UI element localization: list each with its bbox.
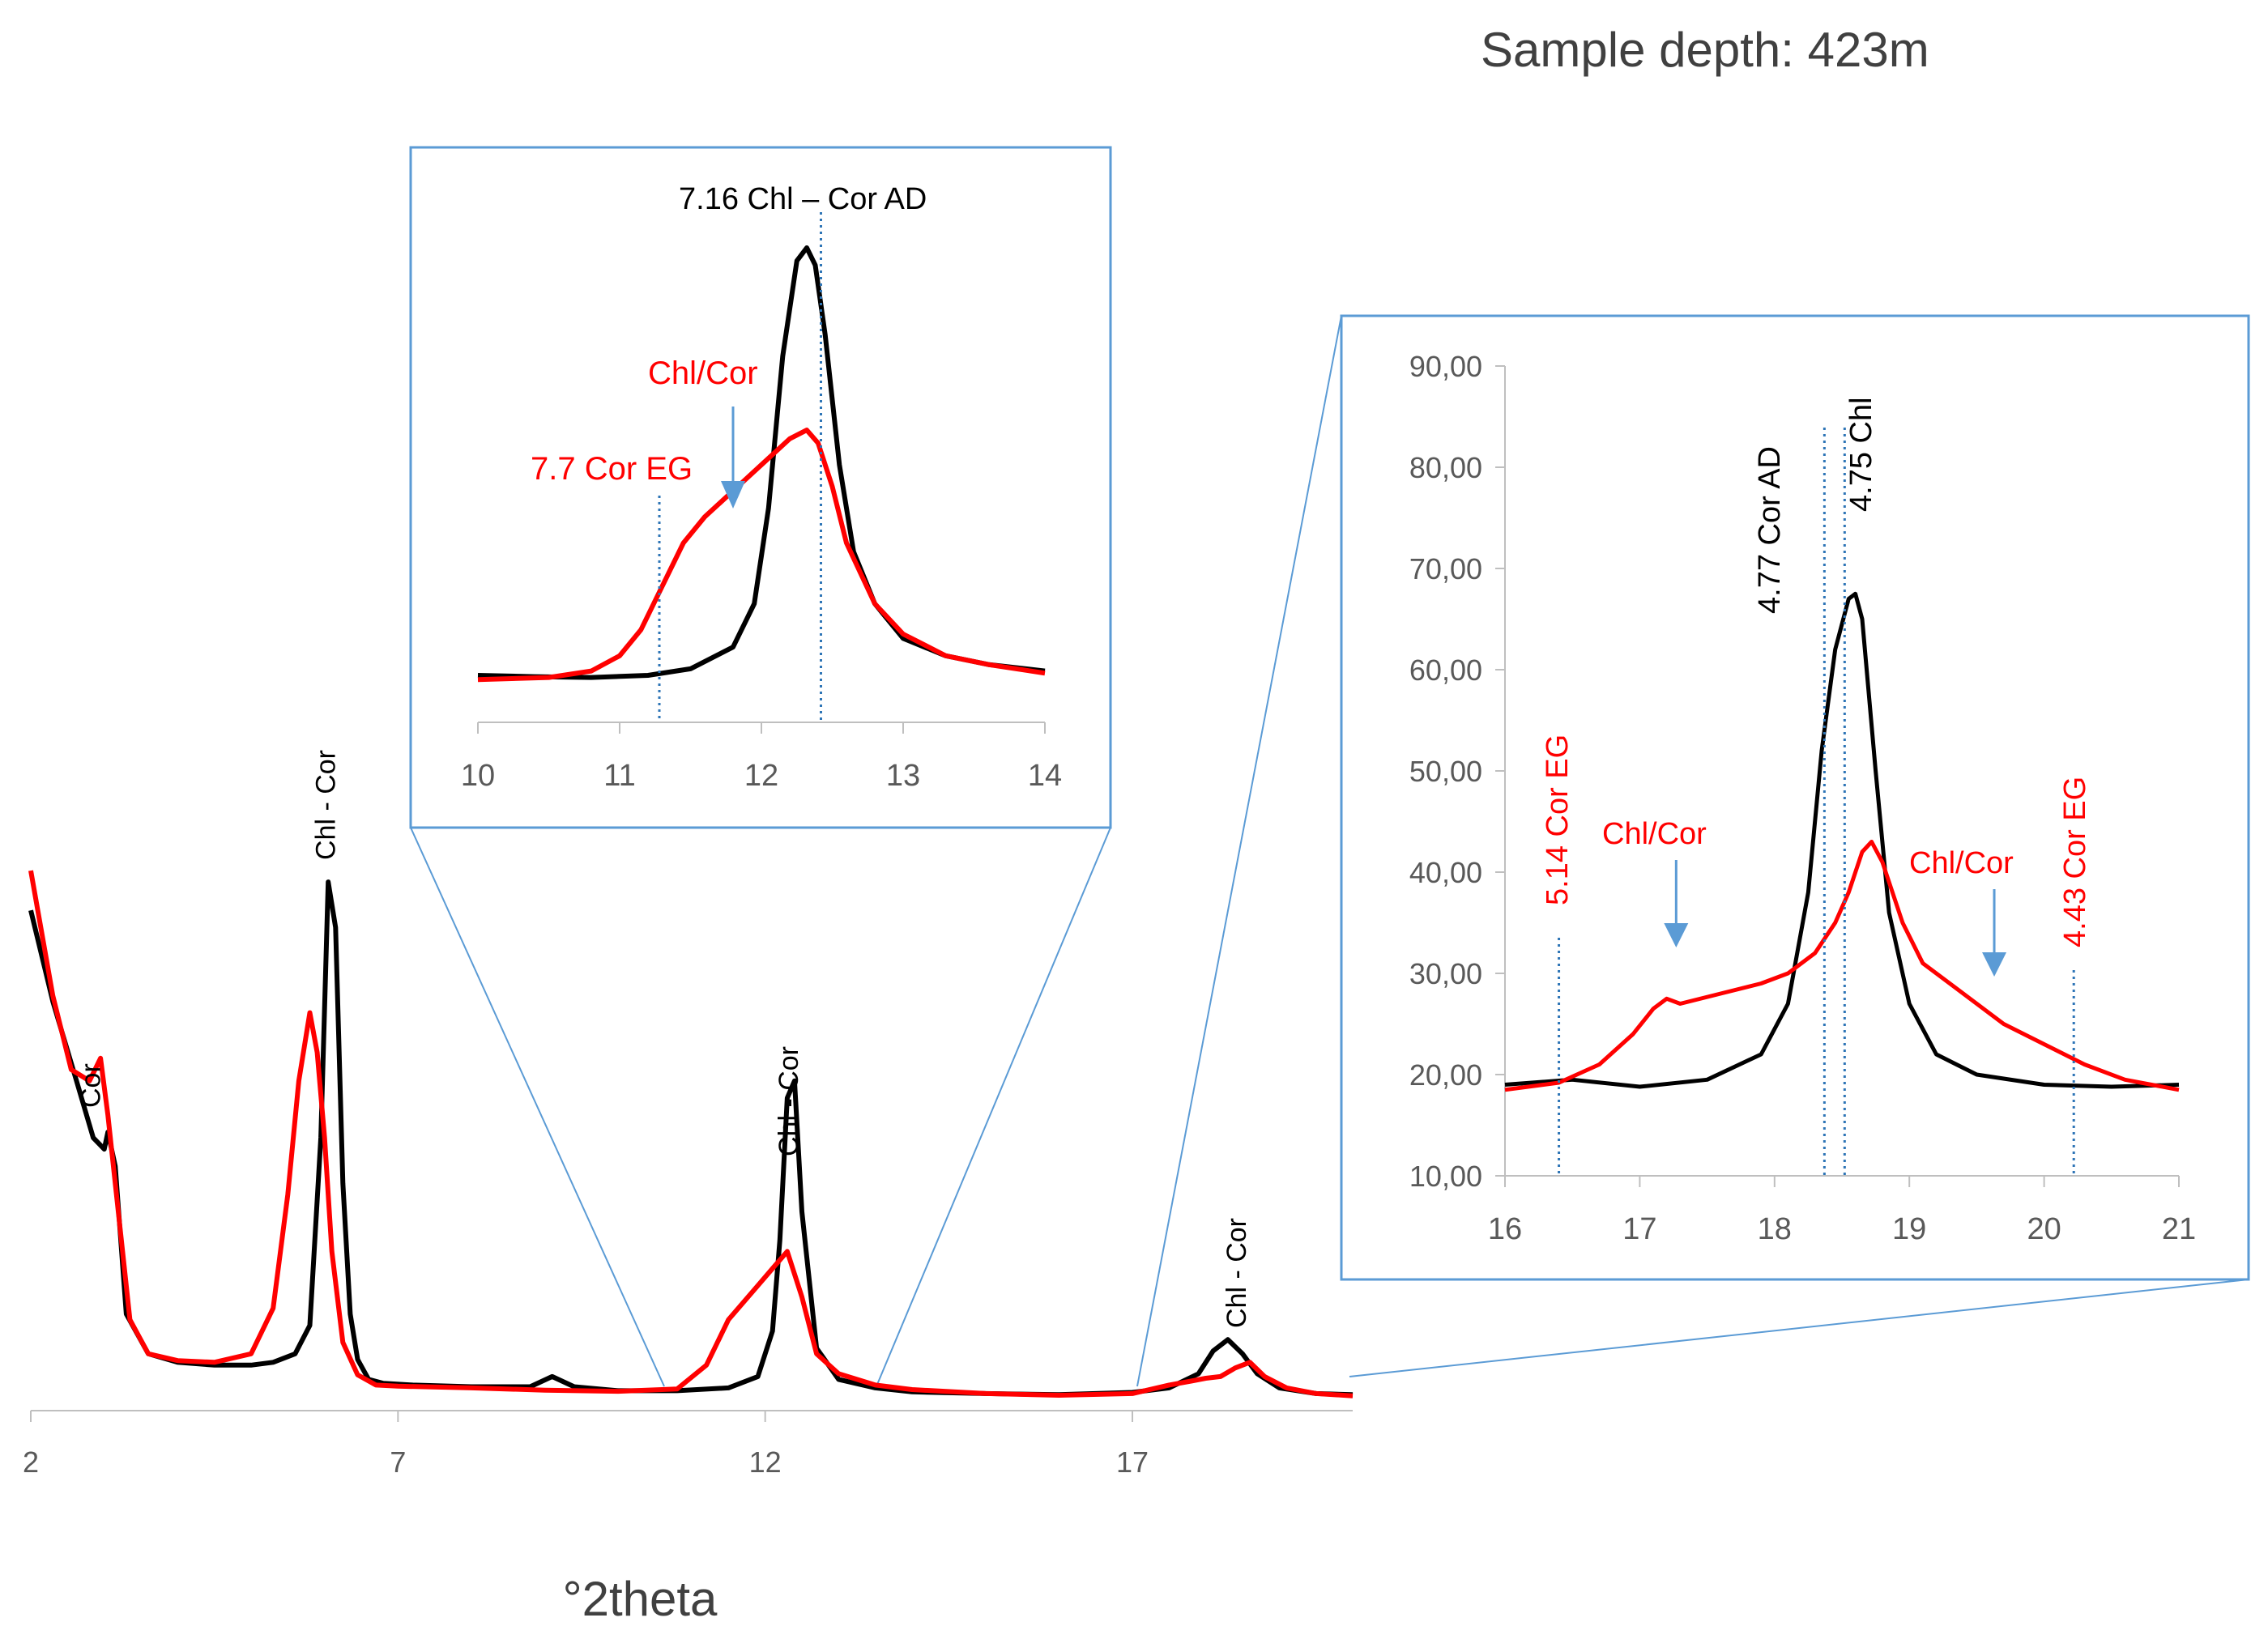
inset1-chlcor-label: Chl/Cor [648, 355, 758, 391]
main-peak-label: Chl - Cor [311, 750, 342, 860]
main-chart: 2 7 12 17 Cor Chl - Cor Chl - Cor Chl - Cor [23, 750, 1354, 1479]
inset2-down-arrow-icon [1664, 923, 1689, 947]
main-x-tick-label: 7 [390, 1445, 406, 1479]
inset2-peak-label: 4.43 Cor EG [2058, 777, 2092, 947]
inset2-y-tick-label: 20,00 [1409, 1058, 1482, 1092]
inset2-chlcor-label: Chl/Cor [1909, 846, 2014, 880]
inset2-peak-label: 4.75 Chl [1844, 397, 1878, 512]
inset2-peak-label: 5.14 Cor EG [1541, 734, 1575, 905]
inset1-series-ad [477, 245, 1046, 680]
zoom-line [1136, 315, 1342, 1387]
zoom-line [876, 827, 1111, 1387]
inset2-x-tick-label: 19 [1892, 1212, 1926, 1246]
inset1-series-eg [477, 428, 1046, 683]
x-axis-label: °2theta [563, 1572, 718, 1626]
inset1-x-tick-label: 10 [461, 759, 495, 793]
inset2-x-tick-label: 20 [2027, 1212, 2061, 1246]
inset2-chlcor-label: Chl/Cor [1602, 817, 1707, 851]
main-x-tick-label: 12 [749, 1445, 782, 1479]
inset2-frame [1340, 314, 2250, 1281]
inset1-x-tick-label: 14 [1028, 759, 1062, 793]
inset1-peak-label: 7.16 Chl – Cor AD [679, 182, 927, 216]
inset1-x-tick-label: 13 [886, 759, 920, 793]
inset2-series-eg [1504, 840, 2180, 1092]
inset1-x-tick-label: 12 [744, 759, 778, 793]
inset2-y-tick-label: 40,00 [1409, 856, 1482, 889]
inset-chart-16-21: 10,00 20,00 30,00 40,00 50,00 60,00 70,00 80,00… [1340, 314, 2250, 1281]
inset1-frame [409, 146, 1112, 829]
inset1-x-tick-label: 11 [603, 759, 635, 793]
zoom-line [1349, 1279, 2249, 1377]
inset2-y-tick-label: 70,00 [1409, 552, 1482, 585]
inset2-peak-label: 4.77 Cor AD [1753, 446, 1787, 614]
chart-title: Sample depth: 423m [1481, 23, 1929, 77]
inset2-y-tick-label: 10,00 [1409, 1160, 1482, 1193]
main-peak-label: Chl - Cor [1221, 1218, 1252, 1328]
inset2-x-tick-label: 17 [1622, 1212, 1656, 1246]
inset2-y-tick-label: 90,00 [1409, 350, 1482, 383]
zoom-line [410, 827, 665, 1387]
main-x-tick-label: 17 [1116, 1445, 1149, 1479]
inset2-series-ad [1504, 591, 2180, 1089]
inset2-x-tick-label: 18 [1758, 1212, 1792, 1246]
zoom-connector-lines [410, 315, 2249, 1387]
main-peak-label: Chl - Cor [774, 1046, 804, 1156]
inset2-y-tick-label: 60,00 [1409, 653, 1482, 687]
main-x-tick-label: 2 [23, 1445, 39, 1479]
inset2-x-tick-label: 16 [1488, 1212, 1522, 1246]
main-series-ad [28, 879, 1354, 1398]
inset2-down-arrow-icon [1982, 952, 2007, 977]
inset2-y-tick-label: 80,00 [1409, 451, 1482, 484]
inset-chart-10-14: 10 11 12 13 14 7.16 Chl – Cor AD 7.7 Cor EG Chl… [409, 146, 1112, 829]
inset1-down-arrow-icon [721, 481, 745, 509]
inset2-x-tick-label: 21 [2162, 1212, 2196, 1246]
inset2-y-tick-label: 50,00 [1409, 755, 1482, 788]
main-series-eg [28, 870, 1354, 1398]
main-peak-label: Cor [76, 1063, 107, 1108]
inset2-y-tick-label: 30,00 [1409, 957, 1482, 990]
inset1-peak-label: 7.7 Cor EG [531, 451, 693, 487]
